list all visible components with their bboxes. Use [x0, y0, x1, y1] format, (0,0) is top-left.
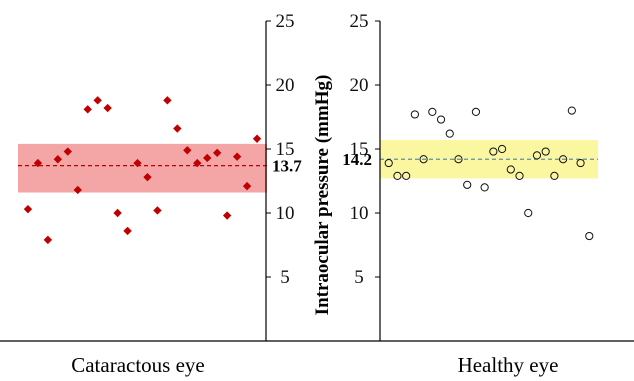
data-point [193, 158, 202, 168]
chart-labels: Intraocular pressure (mmHg) Cataractous … [71, 75, 558, 377]
data-point [550, 171, 559, 180]
data-point [222, 211, 232, 220]
data-point [419, 155, 428, 164]
data-point [123, 226, 132, 236]
data-point [497, 144, 507, 154]
data-point [585, 231, 594, 241]
data-point [103, 103, 112, 113]
data-point [541, 147, 550, 156]
data-point [410, 110, 419, 119]
data-point [203, 153, 212, 163]
ci-band-0 [18, 143, 267, 193]
mean-label-cataractous: 13.7 [272, 157, 302, 176]
data-point [173, 124, 182, 133]
data-point [242, 181, 252, 191]
data-point [532, 151, 542, 160]
data-point [506, 165, 515, 174]
data-point [252, 134, 262, 143]
data-point [489, 147, 498, 156]
data-point [393, 171, 402, 180]
y-axis-title: Intraocular pressure (mmHg) [312, 75, 333, 316]
y-tick-label-0-25: 25 [276, 11, 295, 32]
data-point [463, 180, 472, 189]
panel-label-cataractous-eye: Cataractous eye [71, 353, 205, 377]
y-tick-label-1-5: 5 [354, 267, 364, 288]
y-tick-label-1-15: 15 [350, 139, 369, 160]
data-point [113, 208, 122, 218]
y-tick-label-1-25: 25 [350, 11, 369, 32]
y-tick-label-0-20: 20 [276, 75, 295, 96]
panel-label-healthy-eye: Healthy eye [458, 353, 559, 377]
mean-label-healthy: 14.2 [342, 150, 372, 169]
data-point [33, 158, 43, 168]
ci-bands [18, 140, 598, 193]
y-tick-label-1-20: 20 [350, 75, 369, 96]
data-point [428, 107, 437, 116]
data-point [576, 158, 585, 168]
data-point [43, 235, 53, 245]
data-points [23, 96, 594, 245]
data-point [471, 107, 481, 116]
data-point [213, 148, 222, 158]
y-tick-label-0-5: 5 [280, 267, 290, 288]
data-point [384, 158, 393, 168]
data-point [567, 106, 576, 115]
data-point [133, 158, 142, 168]
data-point [445, 129, 454, 138]
data-point [63, 147, 72, 156]
data-point [559, 155, 568, 164]
y-tick-label-1-10: 10 [350, 203, 369, 224]
data-point [232, 152, 242, 161]
data-point [143, 172, 152, 182]
data-point [480, 183, 489, 192]
axes: 5 10 15 20 25 5 10 15 20 25 [0, 11, 634, 342]
data-point [436, 115, 446, 124]
data-point [524, 208, 533, 218]
data-point [83, 105, 92, 114]
data-point [402, 171, 411, 180]
data-point [53, 155, 63, 164]
data-point [73, 185, 82, 195]
data-point [454, 155, 463, 164]
data-point [153, 206, 162, 215]
data-point [183, 146, 192, 155]
data-point [93, 96, 102, 105]
data-point [163, 96, 172, 105]
y-tick-label-0-10: 10 [276, 203, 295, 224]
data-point [515, 171, 524, 180]
y-tick-label-0-15: 15 [276, 139, 295, 160]
data-point [23, 204, 33, 214]
